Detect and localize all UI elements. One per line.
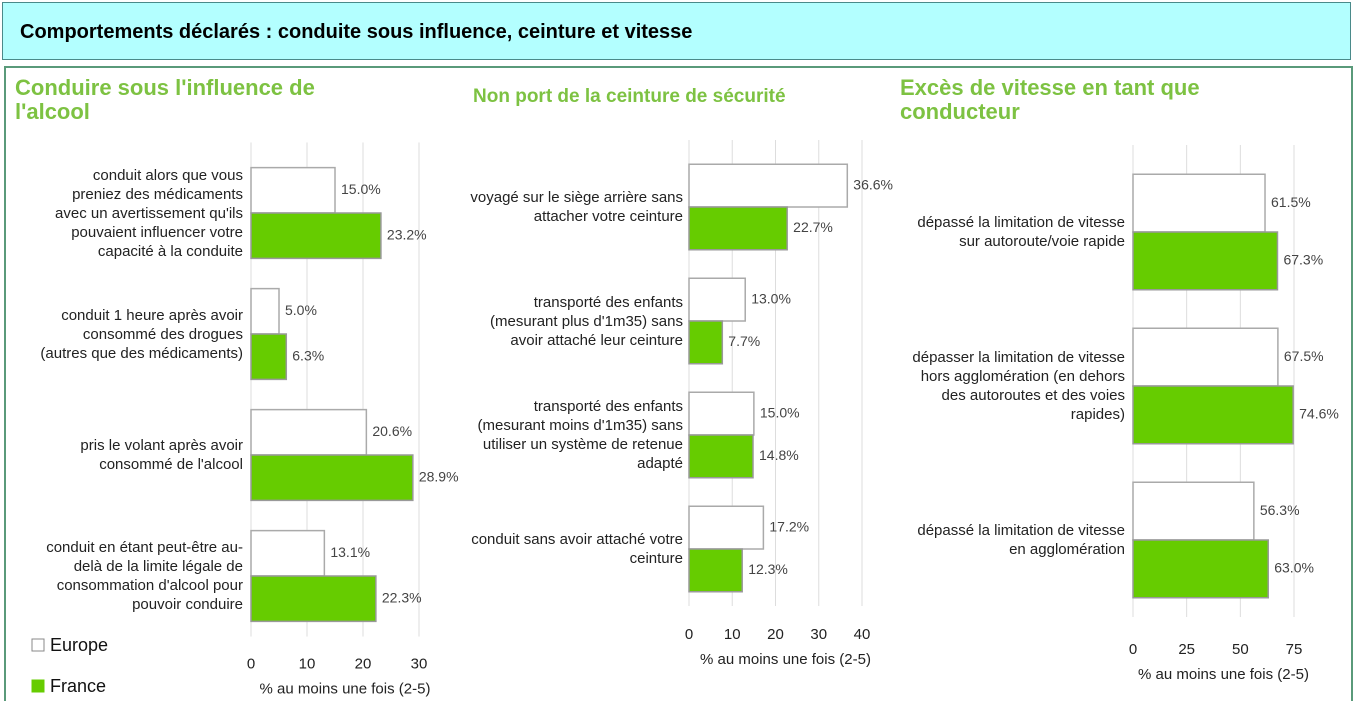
value-label: 15.0% [341, 181, 381, 197]
bar [1132, 481, 1255, 541]
x-tick-label: 0 [1129, 641, 1137, 658]
value-label: 28.9% [419, 468, 459, 484]
legend-label: Europe [50, 635, 108, 655]
x-tick-label: 0 [247, 655, 255, 672]
panel [4, 66, 1353, 701]
category-label: conduit sans avoir attaché votre ceintur… [471, 531, 683, 567]
bar [250, 212, 382, 260]
value-label: 17.2% [769, 518, 809, 534]
bar [1132, 327, 1279, 387]
bar [688, 434, 754, 479]
value-label: 12.3% [748, 561, 788, 577]
x-tick-label: 20 [767, 626, 784, 643]
bar [688, 505, 765, 550]
value-label: 63.0% [1274, 560, 1314, 576]
bar [250, 287, 280, 335]
x-tick-label: 75 [1286, 641, 1303, 658]
category-label: conduit en étant peut-être au-delà de la… [46, 539, 243, 613]
x-tick-label: 10 [299, 655, 316, 672]
value-label: 15.0% [760, 404, 800, 420]
bar [1132, 173, 1266, 233]
category-label: dépassé la limitation de vitesse sur aut… [917, 214, 1125, 250]
bar [1132, 231, 1279, 291]
value-label: 61.5% [1271, 194, 1311, 210]
category-label: dépasser la limitation de vitesse hors a… [912, 349, 1125, 423]
value-label: 7.7% [728, 333, 760, 349]
bar [688, 206, 788, 251]
category-label: conduit alors que vous preniez des médic… [55, 166, 243, 260]
x-tick-label: 20 [355, 655, 372, 672]
x-tick-label: 25 [1178, 641, 1195, 658]
value-label: 56.3% [1260, 502, 1300, 518]
value-label: 13.0% [751, 290, 791, 306]
x-axis-label: % au moins une fois (2-5) [1138, 666, 1309, 683]
bar [250, 333, 288, 381]
value-label: 5.0% [285, 302, 317, 318]
legend-label: France [50, 676, 106, 696]
x-tick-label: 0 [685, 626, 693, 643]
value-label: 22.3% [382, 589, 422, 605]
value-label: 23.2% [387, 226, 427, 242]
category-label: conduit 1 heure après avoir consommé des… [40, 306, 243, 362]
x-tick-label: 50 [1232, 641, 1249, 658]
legend-swatch [31, 679, 45, 693]
x-tick-label: 10 [724, 626, 741, 643]
bar [250, 166, 336, 214]
value-label: 6.3% [292, 347, 324, 363]
bar [1132, 385, 1294, 445]
bar [688, 391, 755, 436]
bar [688, 277, 746, 322]
bar [250, 575, 377, 623]
value-label: 74.6% [1299, 406, 1339, 422]
bar [1132, 539, 1269, 599]
value-label: 14.8% [759, 447, 799, 463]
chart-title: Excès de vitesse en tant que conducteur [900, 75, 1200, 124]
x-axis-label: % au moins une fois (2-5) [260, 680, 431, 697]
value-label: 67.3% [1283, 252, 1323, 268]
category-label: dépassé la limitation de vitesse en aggl… [917, 522, 1125, 558]
category-label: transporté des enfants (mesurant moins d… [477, 398, 683, 472]
bar [250, 408, 368, 456]
bar [688, 548, 743, 593]
legend-swatch [31, 638, 45, 652]
category-label: voyagé sur le siège arrière sans attache… [470, 189, 683, 225]
value-label: 13.1% [330, 544, 370, 560]
bar [688, 163, 849, 208]
category-label: pris le volant après avoir consommé de l… [80, 437, 243, 473]
value-label: 22.7% [793, 219, 833, 235]
value-label: 20.6% [372, 423, 412, 439]
chart-title: Conduire sous l'influence de l'alcool [15, 75, 315, 124]
bar [250, 454, 414, 502]
value-label: 67.5% [1284, 348, 1324, 364]
x-tick-label: 30 [810, 626, 827, 643]
chart-title: Non port de la ceinture de sécurité [473, 86, 786, 107]
bar [250, 529, 326, 577]
x-tick-label: 30 [411, 655, 428, 672]
category-label: transporté des enfants (mesurant plus d'… [490, 293, 683, 349]
bar [688, 320, 724, 365]
x-axis-label: % au moins une fois (2-5) [700, 651, 871, 668]
value-label: 36.6% [853, 176, 893, 192]
header-title: Comportements déclarés : conduite sous i… [2, 2, 1351, 60]
x-tick-label: 40 [854, 626, 871, 643]
